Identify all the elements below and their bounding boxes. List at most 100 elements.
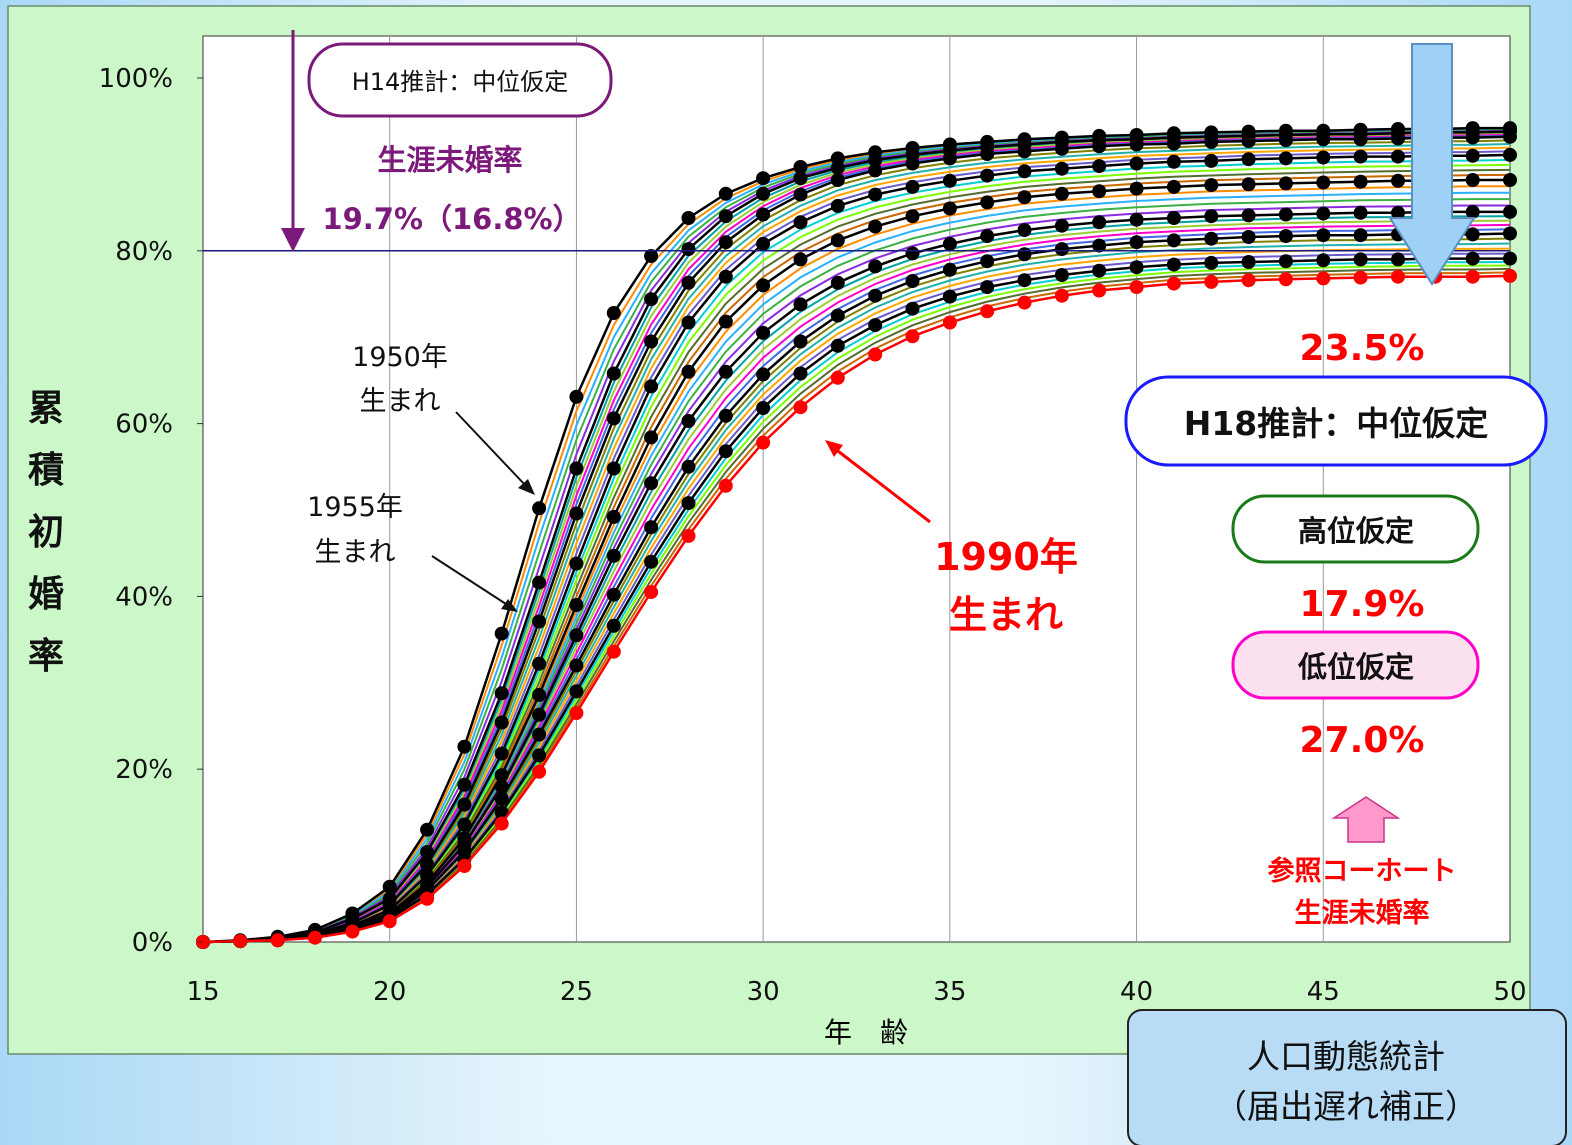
- data-point: [868, 153, 883, 168]
- data-point: [905, 156, 920, 171]
- data-point: [569, 706, 584, 720]
- data-point: [1166, 179, 1181, 194]
- data-point: [830, 275, 845, 290]
- data-point: [569, 658, 584, 673]
- data-point: [1465, 173, 1480, 187]
- data-point: [1166, 136, 1181, 151]
- data-point: [532, 707, 547, 722]
- data-point: [905, 301, 920, 316]
- data-point: [1241, 177, 1256, 192]
- h18-box-label: H18推計：中位仮定: [1184, 404, 1489, 443]
- data-point: [569, 389, 584, 404]
- data-point: [1017, 295, 1032, 310]
- data-point: [830, 233, 845, 248]
- data-point: [868, 259, 883, 274]
- data-point: [830, 173, 845, 187]
- data-point: [681, 414, 696, 428]
- data-point: [494, 816, 509, 831]
- data-point: [606, 644, 621, 659]
- data-point: [1241, 208, 1256, 223]
- data-point: [1054, 268, 1069, 282]
- data-point: [980, 304, 995, 319]
- data-point: [905, 209, 920, 224]
- data-point: [1316, 253, 1331, 268]
- data-point: [1353, 252, 1368, 267]
- data-point: [1017, 190, 1032, 205]
- data-point: [1166, 233, 1181, 248]
- data-point: [1017, 164, 1032, 179]
- source-line2: （届出遅れ補正）: [1214, 1087, 1478, 1126]
- data-point: [1316, 175, 1331, 190]
- data-point: [681, 211, 696, 225]
- data-point: [1092, 215, 1107, 230]
- data-point: [1278, 272, 1293, 287]
- data-point: [1092, 159, 1107, 174]
- data-point: [793, 215, 808, 230]
- high-box-label: 高位仮定: [1298, 514, 1414, 548]
- x-tick-label: 15: [186, 977, 219, 1007]
- data-point: [1278, 176, 1293, 191]
- data-point: [1204, 209, 1219, 224]
- data-point: [868, 288, 883, 303]
- data-point: [1278, 207, 1293, 222]
- data-point: [457, 859, 472, 873]
- data-point: [1092, 139, 1107, 154]
- y-axis-label-char: 初: [28, 512, 64, 553]
- data-point: [457, 817, 472, 832]
- h14-box-label: H14推計：中位仮定: [352, 68, 569, 96]
- data-point: [345, 924, 360, 939]
- data-point: [1166, 211, 1181, 225]
- data-point: [1204, 134, 1219, 149]
- low-box: [1231, 630, 1480, 700]
- data-point: [420, 822, 435, 837]
- data-point: [793, 187, 808, 202]
- data-point: [793, 400, 808, 415]
- data-point: [1129, 181, 1144, 196]
- data-point: [420, 891, 435, 906]
- data-point: [270, 933, 285, 948]
- background-curve: [202, 150, 1511, 943]
- data-point: [1316, 206, 1331, 221]
- data-point: [1129, 235, 1144, 250]
- data-point: [793, 160, 808, 174]
- data-point: [718, 186, 733, 201]
- data-point: [606, 509, 621, 524]
- data-point: [942, 151, 957, 166]
- data-point: [606, 366, 621, 381]
- data-point: [1503, 204, 1517, 219]
- data-point: [942, 201, 957, 216]
- data-point: [980, 195, 995, 210]
- label-1990-line2: 生まれ: [949, 593, 1063, 637]
- data-point: [1241, 255, 1256, 269]
- data-point: [980, 147, 995, 161]
- x-tick-label: 30: [747, 977, 780, 1007]
- data-point: [681, 275, 696, 290]
- data-point: [1391, 205, 1405, 220]
- data-point: [756, 435, 771, 450]
- data-point: [233, 934, 248, 949]
- label-1950-arrow: [455, 411, 527, 487]
- data-point: [606, 461, 621, 476]
- y-axis-label-char: 婚: [28, 574, 64, 615]
- data-point: [606, 587, 621, 602]
- reference-label-line1: 参照コーホート: [1268, 855, 1457, 887]
- data-point: [980, 280, 995, 295]
- data-point: [905, 329, 920, 344]
- x-axis-ticks: 15 20 25 30 35 40 45 50: [186, 977, 1526, 1007]
- data-point: [980, 168, 995, 183]
- data-point: [1391, 252, 1405, 267]
- data-point: [793, 366, 808, 381]
- data-point: [1166, 257, 1181, 272]
- data-point: [681, 242, 696, 257]
- data-point: [1129, 212, 1144, 227]
- data-point: [644, 334, 659, 349]
- x-axis-label: 年 齢: [824, 1016, 908, 1049]
- data-point: [1465, 204, 1480, 219]
- data-point: [868, 347, 883, 362]
- data-point: [644, 476, 659, 491]
- data-point: [793, 297, 808, 312]
- data-point: [457, 797, 472, 812]
- low-value: 27.0%: [1300, 720, 1425, 761]
- data-point: [756, 278, 771, 293]
